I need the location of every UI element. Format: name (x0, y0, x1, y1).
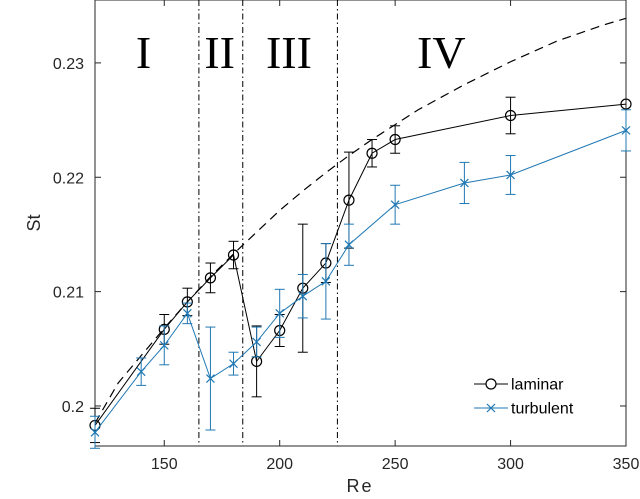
turbulent-point (321, 276, 331, 286)
legend-label: laminar (511, 377, 564, 394)
turbulent-point (252, 337, 262, 347)
legend-entry-laminar: laminar (474, 377, 564, 394)
turbulent-point (275, 308, 285, 318)
region-label-1: I (136, 27, 151, 78)
x-tick-label: 350 (613, 456, 640, 473)
laminar-point (343, 194, 355, 206)
y-tick-label: 0.23 (53, 56, 84, 73)
laminar-point (204, 272, 217, 284)
series-layer (89, 96, 632, 449)
region-labels: I II III IV (136, 27, 466, 78)
laminar-errorbar (367, 139, 378, 168)
x-tick-label: 200 (266, 456, 293, 473)
laminar-errorbar (390, 125, 401, 154)
x-tick-label: 150 (151, 456, 178, 473)
turbulent-point (206, 374, 215, 383)
x-axis-ticks: 150 200 250 300 350 (151, 0, 640, 473)
turbulent-point (298, 291, 308, 301)
legend-marker (486, 403, 496, 413)
y-axis-ticks: 0.2 0.21 0.22 0.23 (53, 56, 626, 416)
laminar-point (504, 109, 517, 122)
turbulent-point (506, 170, 515, 180)
x-axis-label: Re (346, 476, 373, 496)
laminar-errorbar (205, 262, 216, 294)
legend-entry-turbulent: turbulent (474, 401, 574, 418)
y-tick-label: 0.22 (53, 170, 84, 187)
turbulent-point (621, 125, 631, 135)
turbulent-point (459, 178, 469, 188)
turbulent-point (390, 200, 400, 210)
laminar-point (366, 147, 378, 159)
y-tick-label: 0.2 (62, 399, 84, 416)
reference-curve-group (94, 17, 627, 424)
turbulent-point (159, 340, 169, 350)
legend-marker (485, 378, 497, 390)
legend: laminar turbulent (468, 366, 618, 422)
turbulent-point (90, 427, 100, 437)
turbulent-point (344, 240, 354, 250)
laminar-point (620, 98, 632, 110)
turbulent-point (182, 308, 192, 318)
turbulent-point (136, 367, 146, 377)
region-label-2: II (204, 27, 235, 78)
y-tick-label: 0.21 (53, 285, 84, 302)
region-label-4: IV (417, 27, 466, 78)
laminar-errorbar (505, 96, 516, 135)
series-turbulent (90, 109, 631, 449)
reference-curve (94, 17, 627, 424)
y-axis-label: St (24, 214, 44, 231)
turbulent-point (229, 359, 238, 369)
laminar-point (227, 249, 240, 261)
x-tick-label: 250 (382, 456, 409, 473)
legend-label: turbulent (511, 401, 574, 418)
region-label-3: III (266, 27, 312, 78)
laminar-errorbar (228, 240, 239, 270)
legend-box (468, 366, 618, 422)
x-tick-label: 300 (497, 456, 524, 473)
laminar-point (389, 133, 401, 146)
